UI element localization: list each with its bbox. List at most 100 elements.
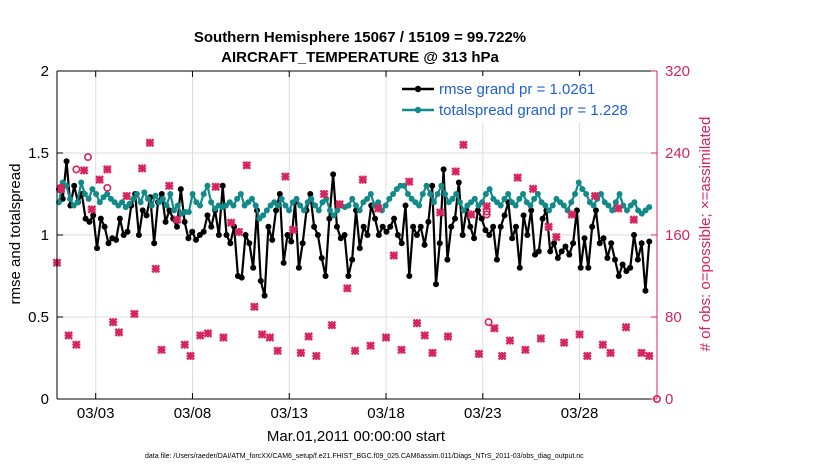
obs-assimilated-marker bbox=[281, 172, 290, 181]
totalspread-point bbox=[404, 191, 411, 197]
obs-assimilated-marker bbox=[172, 215, 182, 224]
rmse-point bbox=[589, 223, 596, 230]
rmse-point bbox=[402, 202, 409, 209]
obs-assimilated-marker bbox=[559, 338, 569, 347]
totalspread-point bbox=[300, 207, 307, 214]
totalspread-point bbox=[568, 199, 575, 206]
totalspread-point bbox=[434, 191, 441, 197]
totalspread-point bbox=[315, 207, 322, 214]
rmse-point bbox=[261, 292, 268, 299]
obs-assimilated-marker bbox=[64, 331, 73, 340]
rmse-point bbox=[448, 223, 455, 230]
rmse-point bbox=[547, 248, 554, 255]
rmse-point bbox=[174, 223, 180, 230]
x-tick-label: 03/03 bbox=[77, 405, 115, 422]
totalspread-point bbox=[130, 195, 137, 202]
totalspread-point bbox=[486, 186, 493, 193]
rmse-point bbox=[478, 215, 485, 222]
totalspread-point bbox=[93, 191, 100, 197]
rmse-point bbox=[520, 212, 527, 219]
totalspread-point bbox=[382, 202, 389, 209]
y-tick-label-left: 0 bbox=[41, 391, 49, 408]
totalspread-point bbox=[237, 191, 244, 197]
totalspread-point bbox=[449, 195, 456, 202]
y-tick-label-right: 320 bbox=[665, 63, 690, 80]
rmse-point bbox=[501, 212, 508, 219]
rmse-point bbox=[280, 259, 287, 266]
x-tick-label: 03/13 bbox=[270, 405, 308, 422]
obs-assimilated-marker bbox=[544, 222, 553, 232]
rmse-point bbox=[356, 245, 363, 252]
legend: rmse grand pr = 1.0261 totalspread grand… bbox=[396, 76, 654, 122]
rmse-point bbox=[90, 212, 97, 219]
obs-assimilated-marker bbox=[536, 334, 546, 343]
obs-assimilated-marker bbox=[319, 189, 329, 199]
rmse-point bbox=[364, 232, 371, 238]
totalspread-point bbox=[583, 191, 590, 197]
rmse-point bbox=[486, 232, 493, 238]
rmse-point bbox=[269, 236, 276, 243]
rmse-point bbox=[455, 179, 462, 186]
totalspread-point bbox=[197, 202, 204, 209]
rmse-point bbox=[330, 171, 337, 178]
totalspread-point bbox=[516, 195, 523, 202]
obs-assimilated-marker bbox=[219, 333, 228, 342]
rmse-point bbox=[646, 238, 653, 245]
obs-assimilated-marker bbox=[590, 191, 600, 201]
rmse-point bbox=[627, 264, 634, 271]
rmse-point bbox=[585, 264, 592, 271]
rmse-point bbox=[642, 287, 649, 294]
rmse-point bbox=[113, 236, 120, 243]
obs-assimilated-marker bbox=[381, 333, 391, 342]
totalspread-point bbox=[78, 179, 85, 186]
y-tick-label-left: 1.5 bbox=[28, 145, 49, 162]
rmse-point bbox=[528, 207, 535, 214]
rmse-point bbox=[611, 256, 618, 263]
rmse-point bbox=[94, 245, 101, 252]
rmse-point bbox=[63, 158, 70, 165]
obs-assimilated-marker bbox=[358, 175, 368, 184]
rmse-point bbox=[410, 223, 417, 230]
totalspread-point bbox=[104, 191, 111, 197]
rmse-point bbox=[535, 248, 542, 255]
rmse-point bbox=[440, 166, 447, 173]
rmse-point bbox=[101, 223, 108, 230]
totalspread-point bbox=[612, 199, 619, 206]
obs-assimilated-marker bbox=[130, 309, 139, 319]
totalspread-point bbox=[623, 207, 630, 214]
obs-assimilated-marker bbox=[451, 167, 461, 176]
rmse-point bbox=[158, 191, 165, 197]
obs-assimilated-marker bbox=[350, 346, 360, 356]
rmse-point bbox=[276, 191, 283, 197]
obs-possible-marker bbox=[83, 153, 92, 162]
rmse-line bbox=[57, 160, 651, 297]
totalspread-point bbox=[416, 202, 423, 209]
totalspread-point bbox=[145, 195, 152, 202]
rmse-point bbox=[562, 243, 569, 250]
obs-assimilated-marker bbox=[552, 232, 561, 242]
rmse-point bbox=[387, 223, 394, 230]
totalspread-point bbox=[171, 207, 178, 214]
totalspread-point bbox=[81, 191, 88, 197]
rmse-point bbox=[71, 182, 78, 189]
rmse-point bbox=[124, 228, 131, 235]
totalspread-point bbox=[549, 202, 556, 209]
y-tick-label-right: 0 bbox=[665, 391, 673, 408]
totalspread-point bbox=[74, 199, 81, 206]
obs-assimilated-marker bbox=[72, 340, 81, 350]
totalspread-point bbox=[234, 195, 241, 202]
rmse-point bbox=[596, 240, 603, 247]
rmse-point bbox=[345, 273, 352, 279]
totalspread-point bbox=[204, 182, 211, 189]
rmse-point bbox=[295, 264, 302, 271]
totalspread-point bbox=[590, 202, 597, 209]
obs-assimilated-marker bbox=[606, 348, 615, 358]
rmse-point bbox=[509, 235, 516, 242]
totalspread-point bbox=[505, 191, 512, 197]
rmse-point bbox=[436, 240, 443, 247]
totalspread-point bbox=[89, 186, 96, 193]
totalspread-point bbox=[531, 195, 538, 202]
obs-assimilated-marker bbox=[366, 341, 375, 351]
totalspread-point bbox=[119, 199, 126, 206]
rmse-point bbox=[554, 254, 561, 261]
